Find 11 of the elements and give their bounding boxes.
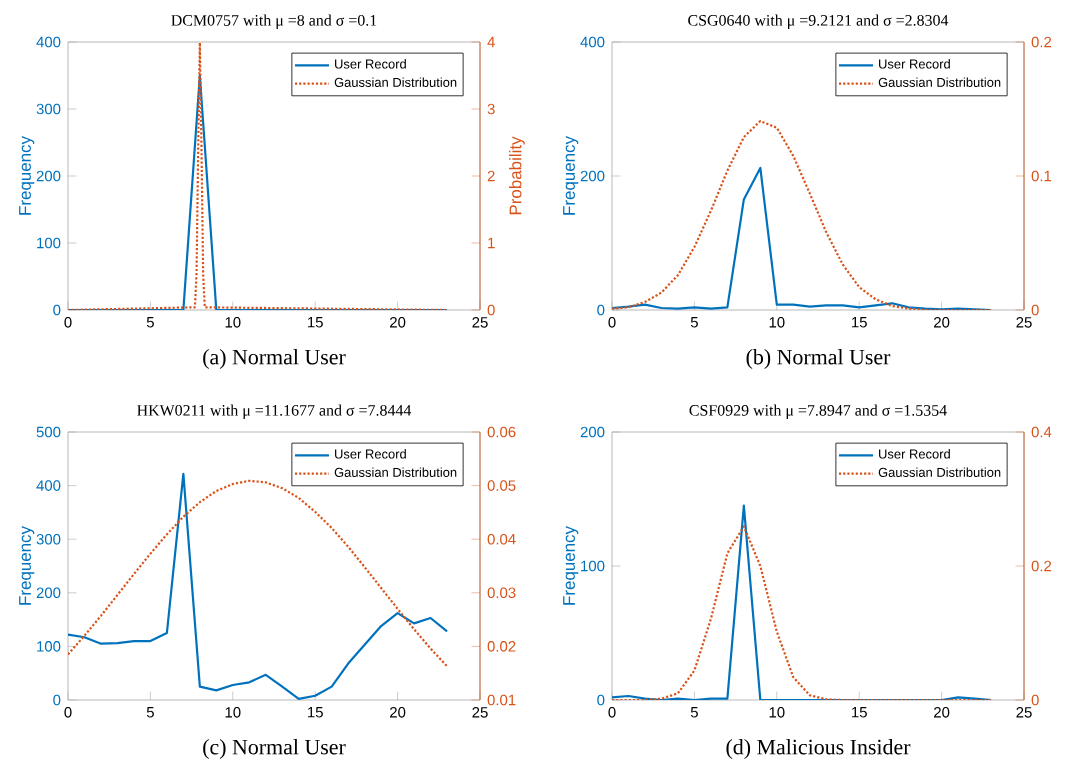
y-axis-title: Frequency <box>563 136 579 215</box>
y-axis-title: Frequency <box>563 526 579 605</box>
line-series <box>68 479 449 668</box>
y-axis-title: Frequency <box>19 136 35 215</box>
text: (a) Normal User <box>203 349 346 369</box>
y-axis-title: Frequency <box>19 526 35 605</box>
text: (c) Normal User <box>203 739 346 759</box>
y2-axis-title: Probability <box>509 136 525 215</box>
line-series <box>612 166 993 310</box>
text: (d) Malicious Insider <box>726 739 911 759</box>
text: (b) Normal User <box>746 349 891 369</box>
